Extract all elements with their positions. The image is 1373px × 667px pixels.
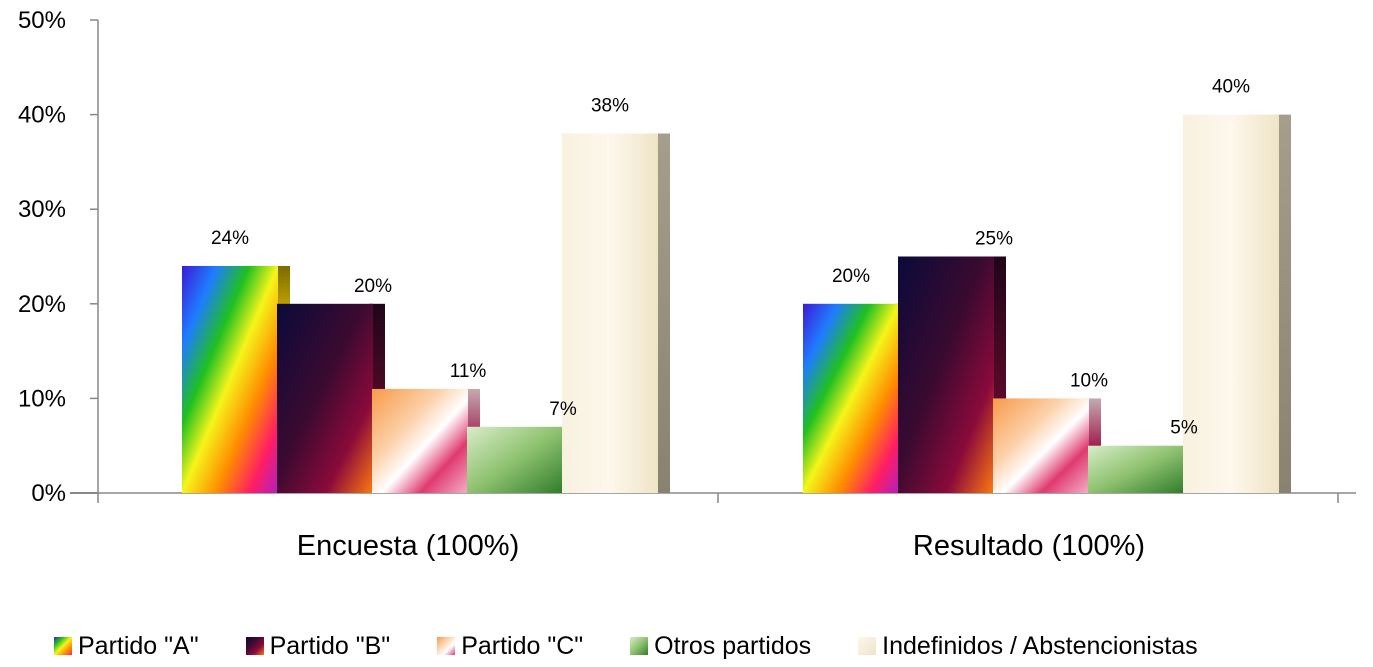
category-label: Resultado (100%) bbox=[913, 530, 1145, 562]
legend-item-partido-b: Partido "B" bbox=[245, 631, 391, 661]
bar-indefinidos bbox=[1183, 114, 1279, 493]
bar-partido-a bbox=[803, 303, 899, 493]
axes: 0% 10% 20% 30% 40% 50% Encuesta (100%) Resultad… bbox=[18, 7, 1356, 562]
y-tick-label: 20% bbox=[18, 291, 66, 318]
y-tick-label: 40% bbox=[18, 102, 66, 129]
data-label-partido-a: 20% bbox=[832, 266, 870, 287]
bars bbox=[182, 114, 1291, 493]
legend-swatch-partido-a bbox=[54, 637, 72, 655]
bar-partido-a bbox=[182, 265, 278, 493]
legend-item-partido-a: Partido "A" bbox=[54, 632, 199, 661]
legend-swatch-partido-b bbox=[245, 637, 264, 655]
data-label-partido-c: 10% bbox=[1070, 370, 1108, 391]
bar-otros-partidos bbox=[1088, 445, 1184, 493]
legend-swatch-indefinidos bbox=[858, 637, 877, 655]
legend-label-otros-partidos: Otros partidos bbox=[654, 631, 812, 660]
data-label-partido-a: 24% bbox=[211, 228, 249, 249]
legend: Partido "A" Partido "B" Partido "C" Otros p… bbox=[54, 629, 1373, 663]
legend-label-partido-c: Partido "C" bbox=[461, 631, 584, 660]
bar-otros-partidos bbox=[467, 426, 563, 493]
data-label-partido-b: 20% bbox=[354, 276, 392, 297]
y-tick-label: 0% bbox=[31, 480, 66, 507]
bar-indefinidos bbox=[562, 133, 658, 493]
legend-item-partido-c: Partido "C" bbox=[437, 632, 583, 661]
y-tick-label: 30% bbox=[18, 196, 66, 223]
y-tick-label: 10% bbox=[18, 385, 66, 412]
data-label-otros-partidos: 7% bbox=[549, 399, 577, 420]
bar-partido-b bbox=[898, 256, 994, 493]
legend-swatch-otros-partidos bbox=[630, 637, 649, 655]
data-labels: 24% 20% 20% 25% 11% 10% 7% 5% 38% 40% bbox=[211, 77, 1250, 439]
data-label-partido-b: 25% bbox=[975, 229, 1013, 250]
bar-partido-c bbox=[993, 398, 1089, 493]
legend-label-partido-b: Partido "B" bbox=[269, 631, 391, 660]
data-label-partido-c: 11% bbox=[450, 361, 487, 382]
data-label-indefinidos: 40% bbox=[1212, 77, 1250, 98]
data-label-indefinidos: 38% bbox=[591, 96, 629, 117]
category-label: Encuesta (100%) bbox=[297, 530, 519, 562]
bar-partido-b bbox=[277, 303, 373, 493]
bar-partido-c bbox=[372, 388, 468, 493]
legend-item-indefinidos: Indefinidos / Abstencionistas bbox=[858, 631, 1198, 661]
y-tick-label: 50% bbox=[18, 7, 66, 34]
legend-label-indefinidos: Indefinidos / Abstencionistas bbox=[882, 631, 1198, 660]
data-label-otros-partidos: 5% bbox=[1170, 418, 1198, 439]
legend-swatch-partido-c bbox=[437, 637, 456, 655]
legend-item-otros-partidos: Otros partidos bbox=[630, 632, 811, 661]
bar-chart: 0% 10% 20% 30% 40% 50% Encuesta (100%) Resultad… bbox=[18, 7, 1356, 562]
legend-label-partido-a: Partido "A" bbox=[78, 631, 199, 660]
